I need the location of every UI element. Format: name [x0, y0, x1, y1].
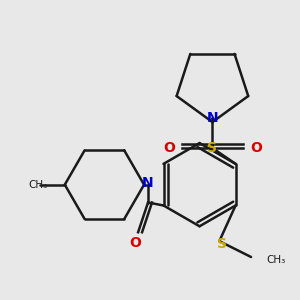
Text: S: S [207, 141, 218, 155]
Text: N: N [207, 111, 218, 125]
Text: O: O [250, 141, 262, 155]
Text: S: S [217, 237, 227, 251]
Text: O: O [163, 141, 175, 155]
Text: CH₃: CH₃ [266, 255, 285, 265]
Text: O: O [129, 236, 141, 250]
Text: CH₃: CH₃ [28, 180, 47, 190]
Text: N: N [142, 176, 154, 190]
